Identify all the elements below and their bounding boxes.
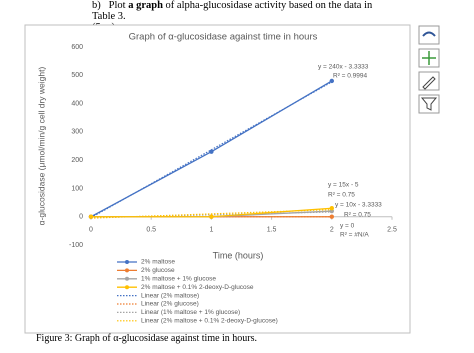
legend-marker: [125, 260, 129, 264]
legend-marker: [125, 276, 129, 281]
point: [329, 214, 334, 219]
trendline-r2: R² = 0.75: [344, 212, 371, 219]
legend-label: Linear (2% maltose): [141, 292, 199, 299]
y-tick-label: 300: [71, 129, 83, 136]
tool-icon: [422, 51, 436, 65]
trendline-equation: y = 0: [340, 223, 355, 230]
point: [209, 214, 214, 219]
point: [329, 78, 334, 84]
legend-label: 2% maltose: [141, 259, 175, 266]
trendline-r2: R² = 0.9994: [333, 73, 368, 80]
x-tick-label: 2.5: [387, 227, 397, 234]
legend-marker: [125, 268, 129, 273]
legend-label: Linear (1% maltose + 1% glucose): [141, 309, 240, 316]
tool-icon: [422, 76, 436, 90]
x-tick-label: 2: [330, 227, 334, 234]
x-tick-label: 1: [209, 227, 213, 234]
y-tick-label: 400: [71, 100, 83, 107]
x-tick-label: 1.5: [267, 227, 277, 234]
question-text: Plot: [108, 0, 126, 11]
tool-icon: [420, 97, 438, 111]
point: [88, 214, 94, 219]
legend-marker: [125, 285, 129, 290]
y-tick-label: 500: [71, 72, 83, 79]
trendline-equation: y = 240x - 3.3333: [318, 64, 369, 71]
tool-button[interactable]: [418, 94, 440, 114]
x-axis-title: Time (hours): [213, 250, 264, 260]
tool-icon: [422, 31, 436, 37]
legend-label: 2% glucose: [141, 267, 175, 274]
y-tick-label: 0: [79, 214, 83, 221]
y-axis-title: α-glucosidase (μmol/min/g cell dry weigh…: [36, 67, 46, 226]
y-tick-label: -100: [69, 242, 83, 249]
y-tick-label: 200: [71, 157, 83, 164]
x-tick-label: 0.5: [146, 227, 156, 234]
y-tick-label: 600: [71, 44, 83, 51]
chart-frame: [24, 24, 411, 334]
legend-label: 1% maltose + 1% glucose: [141, 276, 216, 283]
trendline-r2: R² = 0.75: [328, 192, 355, 199]
x-tick-label: 0: [89, 227, 93, 234]
trendline-equation: y = 10x - 3.3333: [335, 202, 382, 209]
point: [329, 206, 334, 211]
chart-title: Graph of α-glucosidase against time in h…: [129, 32, 318, 43]
legend-label: 2% maltose + 0.1% 2-deoxy-D-glucose: [141, 284, 254, 291]
question-number: b): [92, 0, 101, 11]
trendline-r2: R² = #N/A: [340, 232, 369, 239]
point: [209, 149, 214, 154]
caption: Figure 3: Graph of α-glucosidase against…: [36, 333, 258, 344]
trendline-equation: y = 15x - 5: [328, 182, 359, 189]
tool-button[interactable]: [418, 25, 440, 45]
question-bold: a graph: [128, 0, 163, 11]
chart-tools: [418, 25, 440, 114]
y-tick-label: 100: [71, 185, 83, 192]
legend-label: Linear (2% glucose): [141, 301, 199, 308]
legend-label: Linear (2% maltose + 0.1% 2-deoxy-D-gluc…: [141, 318, 278, 325]
question-text: of alpha-glucosidase activity based on t…: [92, 0, 373, 22]
